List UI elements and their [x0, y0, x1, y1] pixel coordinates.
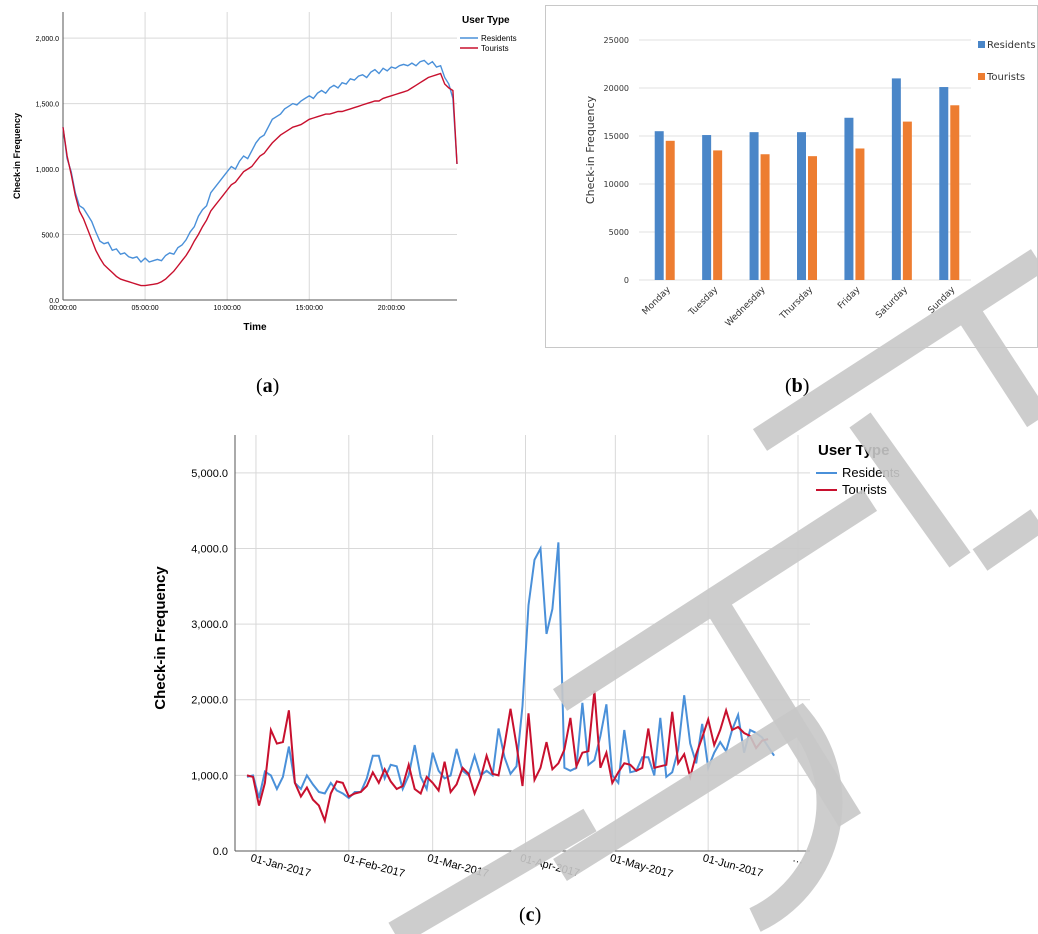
- y-tick-label: 1,500.0: [36, 102, 59, 109]
- x-tick-label: Monday: [641, 285, 674, 318]
- x-tick-label: 01-Mar-2017: [426, 852, 490, 880]
- y-tick-label: 3,000.0: [191, 619, 228, 631]
- y-axis-label: Check-in Frequency: [12, 113, 22, 199]
- x-tick-label: 01-May-2017: [609, 852, 675, 880]
- y-tick-label: 1,000.0: [191, 770, 228, 782]
- panel-label-c: (c): [519, 904, 541, 927]
- series-line-tourists: [247, 691, 768, 821]
- legend-title: User Type: [818, 442, 889, 459]
- legend-label-tourists: Tourists: [481, 44, 509, 53]
- x-tick-label: Wednesday: [724, 285, 768, 329]
- x-tick-label: Tuesday: [687, 285, 721, 319]
- legend-label-residents: Residents: [987, 40, 1036, 51]
- y-tick-label: 0.0: [49, 298, 59, 305]
- legend-label-tourists: Tourists: [986, 72, 1025, 83]
- y-tick-label: 15000: [604, 132, 629, 141]
- x-tick-label: 01-Jan-2017: [249, 852, 312, 880]
- x-tick-label: Saturday: [874, 285, 910, 321]
- x-tick-label: Friday: [836, 285, 863, 312]
- chart-b-weekday-checkins: 0 5000 10000 15000 20000 25000 Monday Tuesday We…: [545, 5, 1038, 348]
- x-tick-label: Thursday: [778, 285, 816, 323]
- y-tick-label: 0.0: [213, 846, 228, 858]
- chart-b-svg: 0 5000 10000 15000 20000 25000 Monday Tuesday We…: [546, 6, 1037, 347]
- x-tick-label: 15:00:00: [296, 305, 323, 312]
- y-tick-label: 5,000.0: [191, 468, 228, 480]
- y-axis-label: Check-in Frequency: [152, 566, 169, 710]
- x-tick-label: 05:00:00: [131, 305, 158, 312]
- watermark-letter-d: [980, 520, 1038, 560]
- bar-residents-sunday: [939, 87, 948, 280]
- y-tick-label: 2,000.0: [36, 36, 59, 43]
- legend-label-residents: Residents: [481, 34, 517, 43]
- panel-label-b: (b): [785, 375, 809, 398]
- legend-swatch-residents: [978, 41, 985, 48]
- bar-residents-wednesday: [750, 132, 759, 280]
- x-tick-label: 10:00:00: [214, 305, 241, 312]
- bar-residents-saturday: [892, 78, 901, 280]
- legend-label-tourists: Tourists: [842, 482, 887, 497]
- x-axis-label: Time: [243, 322, 267, 333]
- x-tick-label: 20:00:00: [378, 305, 405, 312]
- x-tick-label: 01-Apr-2017: [519, 852, 581, 879]
- y-tick-label: 1,000.0: [36, 167, 59, 174]
- y-tick-label: 2,000.0: [191, 695, 228, 707]
- legend-title: User Type: [462, 15, 510, 26]
- bar-tourists-sunday: [950, 105, 959, 280]
- bar-tourists-thursday: [808, 156, 817, 280]
- x-tick-label: …: [791, 852, 805, 866]
- series-line-residents: [63, 60, 457, 262]
- bar-tourists-tuesday: [713, 150, 722, 280]
- y-tick-label: 4,000.0: [191, 543, 228, 555]
- y-tick-label: 500.0: [41, 233, 59, 240]
- bar-residents-tuesday: [702, 135, 711, 280]
- y-tick-label: 5000: [609, 228, 629, 237]
- x-tick-label: Sunday: [927, 285, 958, 316]
- bar-tourists-friday: [855, 148, 864, 280]
- bar-tourists-wednesday: [761, 154, 770, 280]
- legend-label-residents: Residents: [842, 465, 900, 480]
- panel-label-a: (a): [256, 375, 279, 398]
- bar-residents-thursday: [797, 132, 806, 280]
- y-tick-label: 20000: [604, 84, 629, 93]
- bar-residents-monday: [655, 131, 664, 280]
- y-tick-label: 25000: [604, 36, 629, 45]
- y-tick-label: 10000: [604, 180, 629, 189]
- chart-c-daily-checkins: 0.0 1,000.0 2,000.0 3,000.0 4,000.0 5,000.0 01…: [140, 425, 930, 895]
- x-tick-label: 00:00:00: [49, 305, 76, 312]
- y-tick-label: 0: [624, 276, 629, 285]
- bar-residents-friday: [844, 118, 853, 280]
- x-tick-label: 01-Feb-2017: [342, 852, 406, 880]
- chart-a-svg: 0.0 500.0 1,000.0 1,500.0 2,000.0 00:00:00 05:…: [0, 0, 540, 345]
- bar-tourists-monday: [666, 141, 675, 280]
- chart-a-hourly-checkins: 0.0 500.0 1,000.0 1,500.0 2,000.0 00:00:00 05:…: [0, 0, 540, 345]
- legend-swatch-tourists: [978, 73, 985, 80]
- y-axis-label: Check-in Frequency: [584, 95, 597, 204]
- x-tick-label: 01-Jun-2017: [701, 852, 764, 880]
- bar-tourists-saturday: [903, 122, 912, 280]
- chart-c-svg: 0.0 1,000.0 2,000.0 3,000.0 4,000.0 5,000.0 01…: [140, 425, 930, 895]
